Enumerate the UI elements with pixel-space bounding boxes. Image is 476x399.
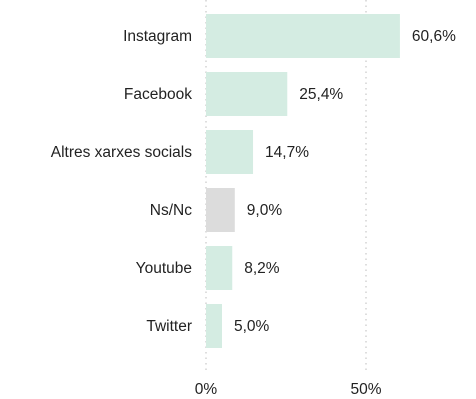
- category-label: Youtube: [136, 260, 192, 277]
- label-layer: Instagram 60,6% Facebook 25,4% Altres xarxes…: [51, 28, 456, 335]
- x-axis-ticks: 0% 50%: [195, 381, 382, 398]
- data-label: 8,2%: [244, 260, 280, 277]
- category-label: Instagram: [123, 28, 192, 45]
- data-label: 60,6%: [412, 28, 456, 45]
- bar: [206, 14, 400, 58]
- x-tick-label: 50%: [350, 381, 381, 398]
- bar: [206, 246, 233, 290]
- data-label: 14,7%: [265, 144, 309, 161]
- category-label: Facebook: [124, 86, 192, 103]
- bar-layer: [206, 14, 400, 348]
- bar: [206, 304, 222, 348]
- data-label: 5,0%: [234, 318, 270, 335]
- data-label: 9,0%: [247, 202, 283, 219]
- data-label: 25,4%: [299, 86, 343, 103]
- bar: [206, 72, 288, 116]
- category-label: Ns/Nc: [150, 202, 192, 219]
- grid-layer: [205, 0, 367, 372]
- bar: [206, 188, 235, 232]
- category-label: Altres xarxes socials: [51, 144, 193, 161]
- bar: [206, 130, 254, 174]
- x-tick-label: 0%: [195, 381, 218, 398]
- category-label: Twitter: [146, 318, 192, 335]
